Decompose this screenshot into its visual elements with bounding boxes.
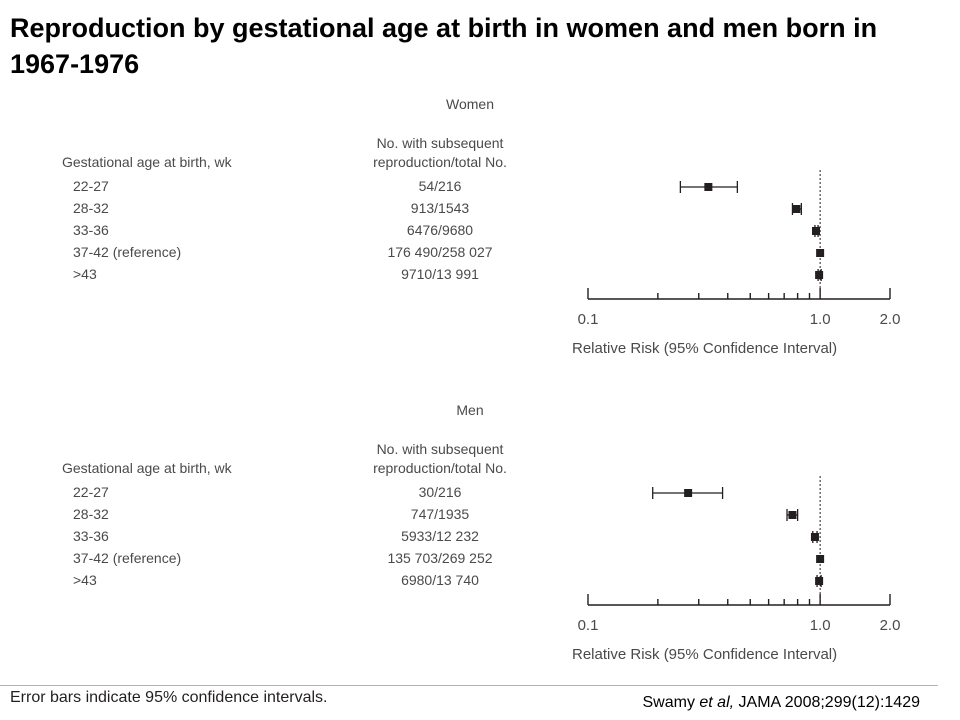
row-label: 22-27	[73, 178, 109, 194]
row-count: 747/1935	[410, 506, 470, 522]
panel-title-women: Women	[446, 96, 494, 112]
row-label: >43	[73, 572, 97, 588]
point-estimate	[684, 489, 693, 497]
x-tick-label: 2.0	[880, 617, 901, 634]
x-axis-title-women: Relative Risk (95% Confidence Interval)	[572, 340, 838, 357]
gestational-age-header: Gestational age at birth, wk	[62, 460, 232, 476]
row-label: 33-36	[73, 222, 109, 238]
row-label: 37-42 (reference)	[73, 244, 182, 260]
page-title: Reproduction by gestational age at birth…	[10, 13, 878, 79]
point-estimate	[812, 227, 821, 235]
row-count: 9710/13 991	[401, 266, 479, 282]
forest-plot-men: 0.1 1.0 2.0	[578, 476, 901, 634]
row-count: 913/1543	[410, 200, 470, 216]
row-count: 135 703/269 252	[387, 550, 493, 566]
x-tick-label: 2.0	[880, 311, 901, 328]
point-estimate	[815, 271, 824, 279]
point-estimate	[816, 555, 825, 563]
row-label: 28-32	[73, 506, 109, 522]
row-label: 37-42 (reference)	[73, 550, 182, 566]
citation-journal: JAMA 2008;299(12):1429	[738, 694, 920, 711]
gestational-age-header: Gestational age at birth, wk	[62, 154, 232, 170]
count-column-header: No. with subsequent reproduction/total N…	[330, 440, 550, 478]
count-header-line2: reproduction/total No.	[373, 460, 507, 476]
row-label: 22-27	[73, 484, 109, 500]
count-header-line1: No. with subsequent	[376, 441, 504, 457]
point-estimate	[815, 577, 824, 585]
row-label: 28-32	[73, 200, 109, 216]
point-estimate	[788, 511, 797, 519]
citation-etal: et al,	[699, 694, 735, 711]
footnote: Error bars indicate 95% confidence inter…	[10, 689, 328, 706]
citation-authors: Swamy	[642, 694, 695, 711]
count-column-header: No. with subsequent reproduction/total N…	[330, 134, 550, 172]
point-estimate	[792, 205, 801, 213]
row-count: 54/216	[418, 178, 462, 194]
x-axis-title-men: Relative Risk (95% Confidence Interval)	[572, 646, 838, 663]
forest-plot-women: 0.1 1.0 2.0	[578, 170, 901, 328]
row-count: 176 490/258 027	[387, 244, 493, 260]
x-tick-label: 1.0	[810, 311, 831, 328]
men-forest-panel: Men No. with subsequent reproduction/tot…	[0, 398, 960, 668]
x-tick-label: 1.0	[810, 617, 831, 634]
count-header-line1: No. with subsequent	[376, 135, 504, 151]
point-estimate	[810, 533, 819, 541]
row-label: >43	[73, 266, 97, 282]
x-tick-label: 0.1	[578, 617, 599, 634]
citation: Swamy et al, JAMA 2008;299(12):1429	[642, 694, 920, 712]
point-estimate	[816, 249, 825, 257]
footer-divider	[0, 685, 938, 686]
panel-title-men: Men	[456, 402, 484, 418]
women-forest-panel: Women No. with subsequent reproduction/t…	[0, 92, 960, 362]
row-count: 30/216	[418, 484, 462, 500]
point-estimate	[704, 183, 713, 191]
count-header-line2: reproduction/total No.	[373, 154, 507, 170]
row-label: 33-36	[73, 528, 109, 544]
row-count: 6980/13 740	[401, 572, 479, 588]
row-count: 5933/12 232	[401, 528, 479, 544]
row-count: 6476/9680	[406, 222, 474, 238]
x-tick-label: 0.1	[578, 311, 599, 328]
